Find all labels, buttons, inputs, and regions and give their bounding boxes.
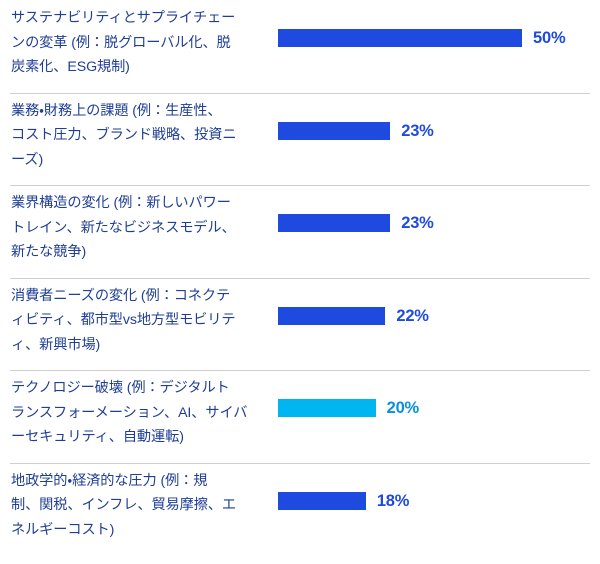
bar: [278, 491, 366, 510]
bar-area: 18%: [278, 463, 600, 556]
bar-track: 23%: [278, 214, 434, 232]
bar-value-label: 22%: [396, 306, 429, 325]
bar-value-label: 50%: [533, 29, 566, 47]
bar-area: 22%: [278, 278, 600, 371]
row-divider: [10, 185, 590, 186]
row-divider: [10, 92, 590, 94]
bar: [278, 29, 522, 47]
bar-track: 22%: [278, 306, 429, 325]
bar: [278, 214, 391, 232]
category-label: 地政学的・経済的な圧力 (例：規 制、関税、インフレ、貿易摩擦、エ ネルギーコス…: [11, 472, 236, 538]
bar-value-label: 23%: [401, 121, 434, 140]
category-label: 業界構造の変化 (例：新しいパワー トレイン、新たなビジネスモデル、 新たな競争…: [11, 195, 236, 260]
chart-row: テクノロジー破壊 (例：デジタルト ランスフォーメーション、AI、サイバ ーセキ…: [0, 370, 600, 463]
chart-row: 地政学的・経済的な圧力 (例：規 制、関税、インフレ、貿易摩擦、エ ネルギーコス…: [0, 462, 600, 556]
bar-highlighted: [278, 399, 376, 417]
category-label: テクノロジー破壊 (例：デジタルト ランスフォーメーション、AI、サイバ ーセキ…: [11, 380, 248, 445]
category-label: サステナビリティとサプライチェー ンの変革 (例：脱グローバル化、脱 炭素化、E…: [11, 10, 236, 75]
bar-track: 20%: [278, 399, 419, 417]
bar-area: 23%: [278, 93, 600, 186]
bar: [278, 306, 386, 325]
bar-area: 20%: [278, 370, 600, 463]
bar-track: 18%: [278, 491, 410, 510]
bar-value-label: 18%: [376, 491, 410, 510]
row-divider: [10, 370, 590, 371]
chart-row: サステナビリティとサプライチェー ンの変革 (例：脱グローバル化、脱 炭素化、E…: [0, 0, 600, 93]
chart-row: 消費者ニーズの変化 (例：コネクテ ィビティ、都市型vs地方型モビリテ ィ、新興…: [0, 277, 600, 371]
row-divider: [10, 277, 590, 279]
bar-value-label: 23%: [401, 214, 434, 232]
category-label: 消費者ニーズの変化 (例：コネクテ ィビティ、都市型vs地方型モビリテ ィ、新興…: [11, 287, 236, 353]
chart-row: 業界構造の変化 (例：新しいパワー トレイン、新たなビジネスモデル、 新たな競争…: [0, 185, 600, 278]
bar-track: 23%: [278, 121, 434, 140]
bar-area: 23%: [278, 185, 600, 278]
bar: [278, 121, 391, 140]
row-divider: [10, 462, 590, 464]
category-label: 業務・財務上の課題 (例：生産性、 コスト圧力、ブランド戦略、投資ニ ーズ): [11, 102, 237, 168]
bar-area: 50%: [278, 0, 600, 93]
bar-track: 50%: [278, 29, 566, 47]
chart-row: 業務・財務上の課題 (例：生産性、 コスト圧力、ブランド戦略、投資ニ ーズ) 2…: [0, 92, 600, 186]
bar-value-label: 20%: [386, 399, 420, 417]
